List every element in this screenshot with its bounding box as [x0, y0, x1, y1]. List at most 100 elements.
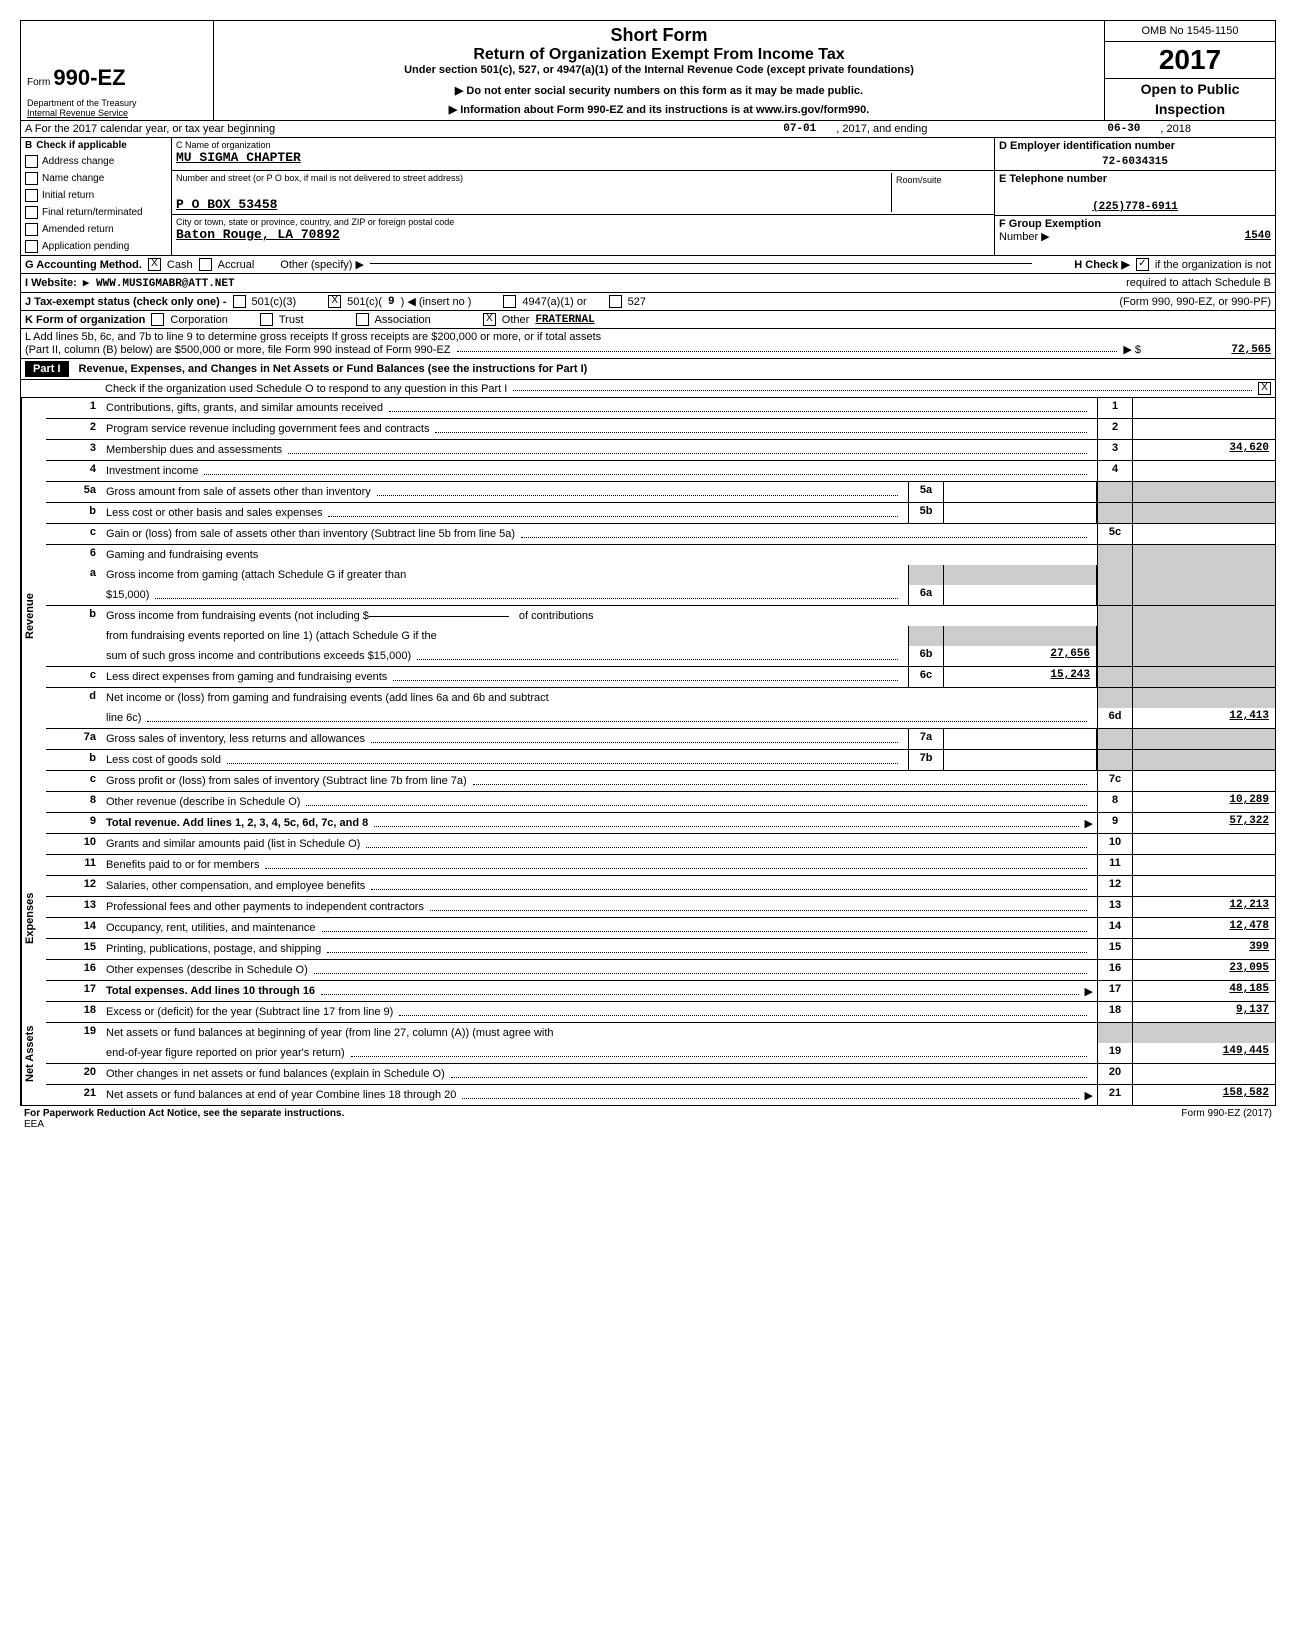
line-2: 2 Program service revenue including gove… — [46, 419, 1275, 440]
line-16-val: 23,095 — [1132, 960, 1275, 980]
tax-year-begin: 07-01 — [783, 123, 816, 135]
line-6d-num2 — [46, 708, 102, 728]
line-11-num: 11 — [46, 855, 102, 875]
line-21-box: 21 — [1097, 1085, 1132, 1105]
line-9-val: 57,322 — [1132, 813, 1275, 833]
checkbox-501c[interactable]: X — [328, 295, 341, 308]
k-label: K Form of organization — [25, 314, 145, 326]
line-6b-3: sum of such gross income and contributio… — [46, 646, 1275, 667]
line-6d-num: d — [46, 688, 102, 708]
line-11-desc: Benefits paid to or for members — [106, 859, 259, 871]
line-19-2: end-of-year figure reported on prior yea… — [46, 1043, 1275, 1064]
line-1-val — [1132, 398, 1275, 418]
l-value: 72,565 — [1141, 344, 1271, 356]
line-5b-desc: Less cost or other basis and sales expen… — [106, 507, 322, 519]
line-6a-mval — [944, 585, 1097, 605]
line-15-val: 399 — [1132, 939, 1275, 959]
open-public: Open to Public — [1105, 79, 1275, 99]
checkbox-corp[interactable] — [151, 313, 164, 326]
line-8-val: 10,289 — [1132, 792, 1275, 812]
part1-check-text: Check if the organization used Schedule … — [105, 383, 507, 395]
checkbox-initial-return[interactable] — [25, 189, 38, 202]
checkbox-name-change[interactable] — [25, 172, 38, 185]
tax-year-end: 06-30 — [1107, 123, 1140, 135]
line-14: 14 Occupancy, rent, utilities, and maint… — [46, 918, 1275, 939]
line-6a-num2 — [46, 585, 102, 605]
line-1-box: 1 — [1097, 398, 1132, 418]
line-5c-desc: Gain or (loss) from sale of assets other… — [106, 528, 515, 540]
checkbox-amended-return[interactable] — [25, 223, 38, 236]
line-9-arrow: ▶ — [1085, 817, 1093, 830]
line-4-desc: Investment income — [106, 465, 198, 477]
header-right: OMB No 1545-1150 2017 Open to Public Ins… — [1104, 21, 1275, 120]
subtitle: Under section 501(c), 527, or 4947(a)(1)… — [218, 64, 1100, 76]
line-21-num: 21 — [46, 1085, 102, 1105]
checkbox-501c3[interactable] — [233, 295, 246, 308]
l-text2: (Part II, column (B) below) are $500,000… — [25, 344, 451, 356]
checkbox-accrual[interactable] — [199, 258, 212, 271]
line-13-num: 13 — [46, 897, 102, 917]
checkbox-part1-schedule-o[interactable]: X — [1258, 382, 1271, 395]
checkbox-application-pending[interactable] — [25, 240, 38, 253]
inspection: Inspection — [1105, 99, 1275, 119]
h-text2: required to attach Schedule B — [1126, 277, 1271, 289]
line-16-box: 16 — [1097, 960, 1132, 980]
short-form-title: Short Form — [218, 25, 1100, 46]
line-14-desc: Occupancy, rent, utilities, and maintena… — [106, 922, 316, 934]
b-item-5: Application pending — [42, 241, 129, 252]
line-5b-num: b — [46, 503, 102, 523]
h-text3: (Form 990, 990-EZ, or 990-PF) — [1119, 296, 1271, 308]
line-5a-desc: Gross amount from sale of assets other t… — [106, 486, 371, 498]
line-18-num: 18 — [46, 1002, 102, 1022]
line-15-box: 15 — [1097, 939, 1132, 959]
line-6a-rshade3 — [1097, 585, 1132, 605]
line-6-rshade — [1097, 545, 1132, 565]
line-3-num: 3 — [46, 440, 102, 460]
line-6b-rshade4 — [1132, 626, 1275, 646]
row-j: J Tax-exempt status (check only one) - 5… — [21, 293, 1275, 311]
line-19-desc1: Net assets or fund balances at beginning… — [106, 1027, 554, 1039]
checkbox-address-change[interactable] — [25, 155, 38, 168]
checkbox-cash[interactable]: X — [148, 258, 161, 271]
line-6d-rshade2 — [1132, 688, 1275, 708]
line-5a: 5a Gross amount from sale of assets othe… — [46, 482, 1275, 503]
line-18-desc: Excess or (deficit) for the year (Subtra… — [106, 1006, 393, 1018]
line-19-1: 19 Net assets or fund balances at beginn… — [46, 1023, 1275, 1043]
checkbox-other[interactable]: X — [483, 313, 496, 326]
checkbox-trust[interactable] — [260, 313, 273, 326]
b-item-1: Name change — [42, 173, 104, 184]
d-label: D Employer identification number — [999, 140, 1271, 152]
j-501c-num: 9 — [388, 296, 395, 308]
row-g-h: G Accounting Method. X Cash Accrual Othe… — [21, 256, 1275, 274]
j-label: J Tax-exempt status (check only one) - — [25, 296, 227, 308]
line-7b-rshade — [1097, 750, 1132, 770]
line-6b-desc1b: of contributions — [519, 610, 594, 622]
footer-right: Form 990-EZ (2017) — [1181, 1108, 1272, 1130]
c-city-label: City or town, state or province, country… — [176, 217, 990, 227]
line-20-val — [1132, 1064, 1275, 1084]
line-6c-desc: Less direct expenses from gaming and fun… — [106, 671, 387, 683]
line-13-desc: Professional fees and other payments to … — [106, 901, 424, 913]
line-7b-num: b — [46, 750, 102, 770]
checkbox-h[interactable]: ✓ — [1136, 258, 1149, 271]
line-6b-rshade5 — [1097, 646, 1132, 666]
line-7c-box: 7c — [1097, 771, 1132, 791]
part1-header-row: Part I Revenue, Expenses, and Changes in… — [21, 359, 1275, 380]
g-cash: Cash — [167, 259, 193, 271]
line-5a-num: 5a — [46, 482, 102, 502]
footer: For Paperwork Reduction Act Notice, see … — [20, 1106, 1276, 1132]
line-6a-1: a Gross income from gaming (attach Sched… — [46, 565, 1275, 585]
checkbox-assoc[interactable] — [356, 313, 369, 326]
checkbox-final-return[interactable] — [25, 206, 38, 219]
line-19-rshade2 — [1132, 1023, 1275, 1043]
line-6b-mshade2 — [944, 626, 1097, 646]
line-6b-rshade2 — [1132, 606, 1275, 626]
line-19-desc2: end-of-year figure reported on prior yea… — [106, 1047, 345, 1059]
checkbox-4947[interactable] — [503, 295, 516, 308]
k-assoc: Association — [375, 314, 431, 326]
form-header: Form 990-EZ Department of the Treasury I… — [21, 21, 1275, 121]
checkbox-527[interactable] — [609, 295, 622, 308]
line-1-num: 1 — [46, 398, 102, 418]
line-2-box: 2 — [1097, 419, 1132, 439]
line-10: 10 Grants and similar amounts paid (list… — [46, 834, 1275, 855]
